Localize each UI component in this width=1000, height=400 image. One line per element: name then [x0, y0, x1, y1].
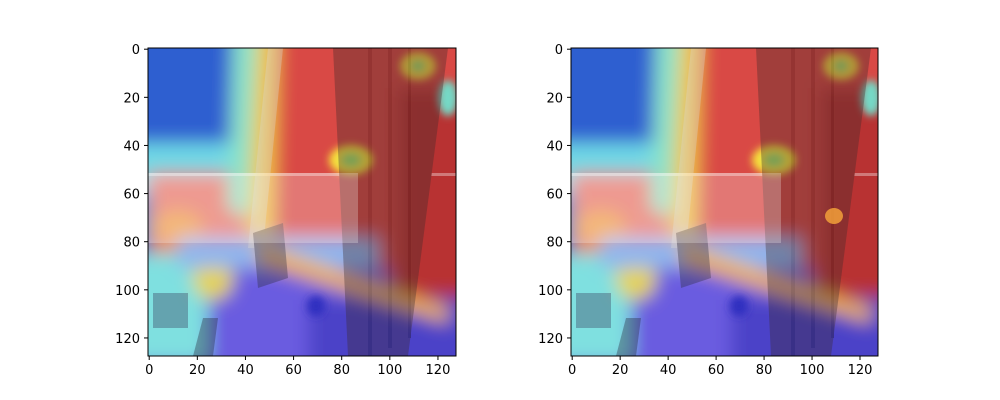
- left-x-tick-label: 20: [189, 363, 206, 378]
- right-y-tick-label: 80: [546, 236, 563, 251]
- right-x-tick-label: 80: [756, 363, 773, 378]
- left-x-tick-label: 80: [333, 363, 350, 378]
- right-x-tick-label: 40: [660, 363, 677, 378]
- left-axes-frame: [147, 47, 457, 357]
- right-x-tick-label: 20: [612, 363, 629, 378]
- right-hot-spot: [825, 208, 843, 224]
- right-x-tick-label: 120: [848, 363, 873, 378]
- right-y-tick-label: 120: [538, 332, 563, 347]
- heatmap-overlay-right: [551, 28, 901, 378]
- left-y-tick-label: 100: [115, 284, 140, 299]
- left-x-tick-label: 60: [285, 363, 302, 378]
- right-axes-frame: [570, 47, 879, 357]
- right-y-tick-label: 40: [546, 139, 563, 154]
- left-y-tick-label: 0: [132, 43, 140, 58]
- right-x-tick-label: 0: [568, 363, 576, 378]
- right-y-ticks: 0 20 40 60 80 100 120: [538, 43, 571, 347]
- right-x-ticks: 0 20 40 60 80 100 120: [568, 356, 872, 378]
- left-y-tick-label: 120: [115, 332, 140, 347]
- left-y-tick-label: 80: [123, 236, 140, 251]
- left-x-tick-label: 120: [426, 363, 451, 378]
- right-y-tick-label: 100: [538, 284, 563, 299]
- left-x-ticks: 0 20 40 60 80 100 120: [145, 356, 450, 378]
- left-y-tick-label: 60: [123, 188, 140, 203]
- right-y-tick-label: 0: [555, 43, 563, 58]
- right-y-tick-label: 60: [546, 188, 563, 203]
- left-y-tick-label: 20: [123, 91, 140, 106]
- left-x-tick-label: 40: [237, 363, 254, 378]
- left-x-tick-label: 100: [377, 363, 402, 378]
- right-x-tick-label: 100: [800, 363, 825, 378]
- right-heatmap-panel: 0 20 40 60 80 100 120 0 20 40 60 80 100 120: [538, 28, 901, 378]
- heatmap-overlay-left: [128, 28, 478, 378]
- left-y-tick-label: 40: [123, 139, 140, 154]
- right-x-tick-label: 60: [708, 363, 725, 378]
- left-x-tick-label: 0: [145, 363, 153, 378]
- right-y-tick-label: 20: [546, 91, 563, 106]
- left-y-ticks: 0 20 40 60 80 100 120: [115, 43, 148, 347]
- left-heatmap-panel: 0 20 40 60 80 100 120 0 20 40 60 80 100 120: [115, 28, 478, 378]
